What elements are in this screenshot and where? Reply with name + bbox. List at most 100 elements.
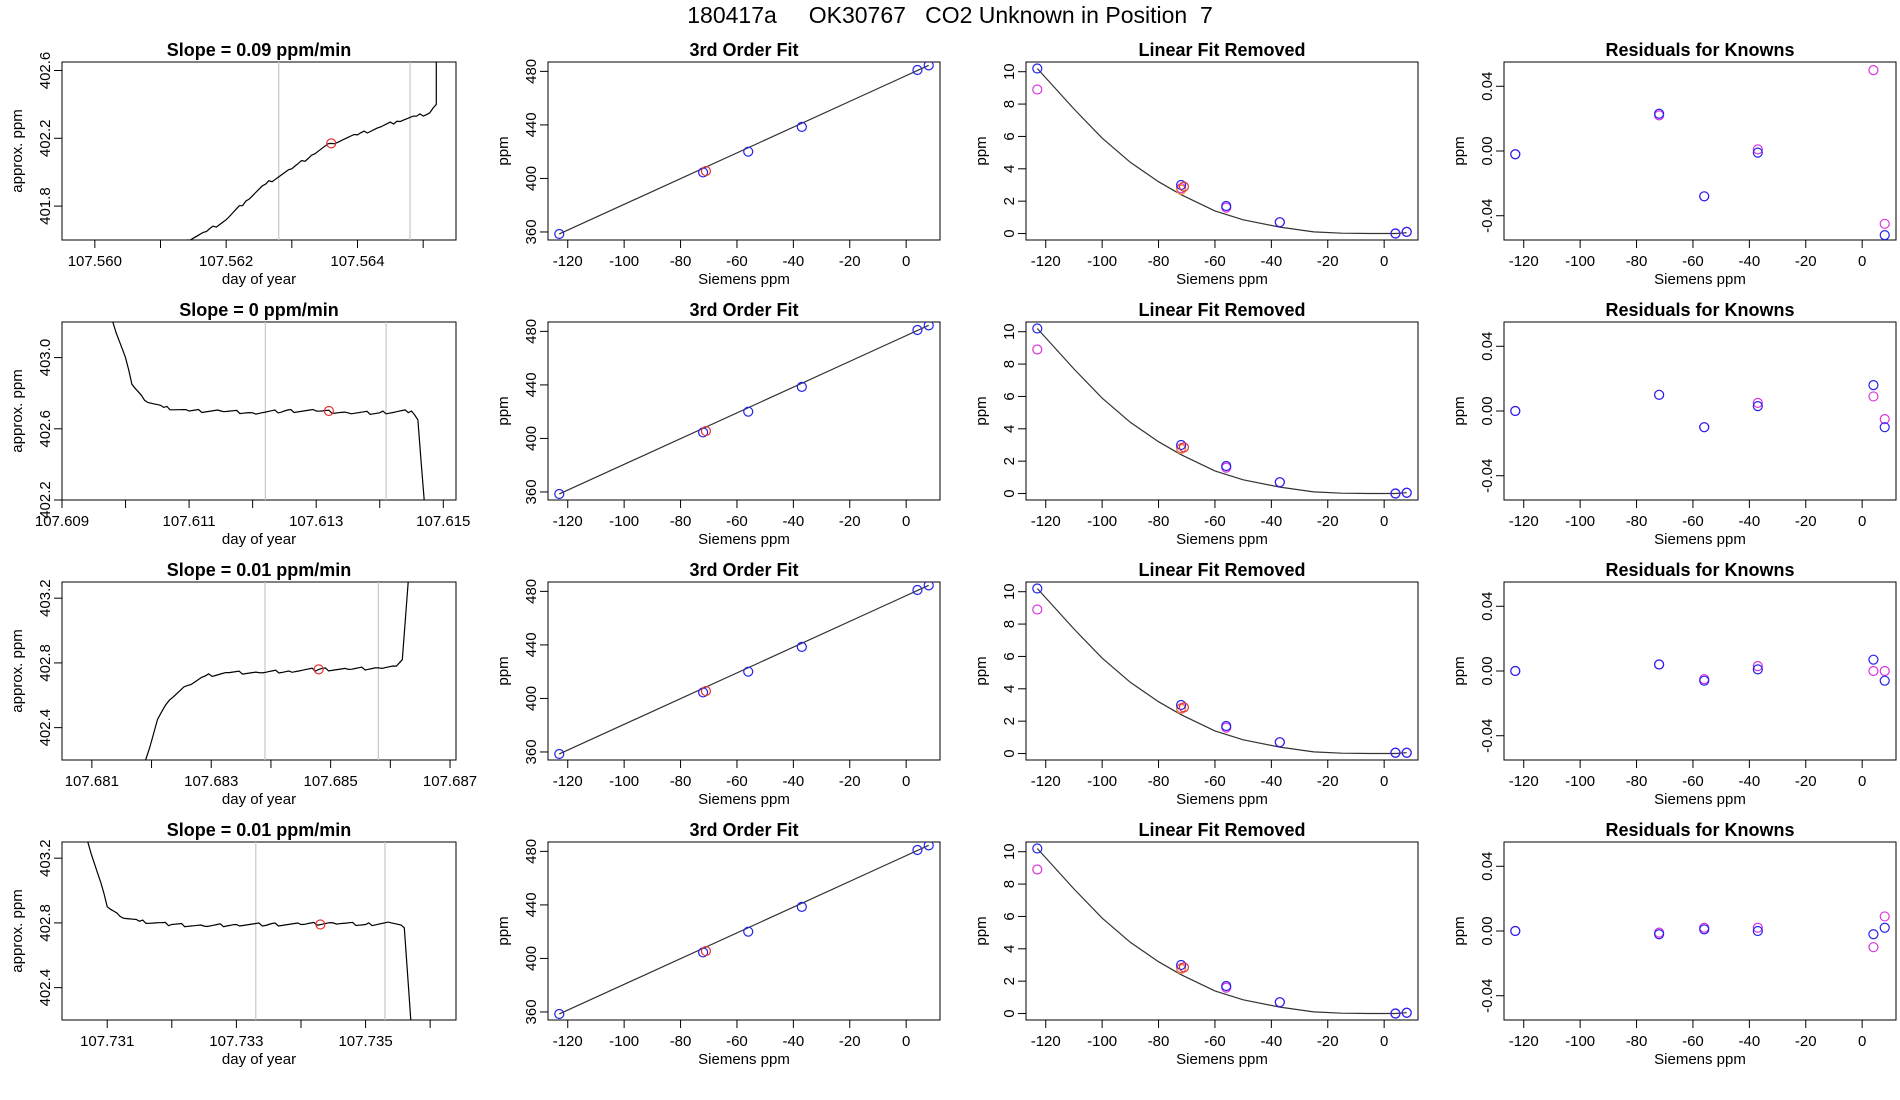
known-point (743, 666, 754, 677)
known-point (554, 1008, 565, 1020)
known-point (743, 926, 754, 937)
chart-title: 3rd Order Fit (689, 820, 798, 840)
x-axis-label: Siemens ppm (1654, 791, 1746, 808)
plot-frame (1025, 841, 1419, 1021)
chart-panel-16: Residuals for Knowns -120 -100 -80 -60 -40 -20… (1451, 820, 1897, 1068)
known-point (1401, 226, 1412, 238)
chart-title: Residuals for Knowns (1605, 820, 1794, 840)
x-tick-label: -40 (1261, 253, 1283, 270)
known-point (923, 322, 934, 331)
alt-point (1879, 413, 1890, 425)
y-tick-label: 6 (1001, 392, 1018, 400)
x-tick-label: -120 (1509, 1033, 1539, 1050)
plot-area (554, 322, 934, 500)
x-tick-label: 107.687 (423, 773, 477, 790)
known-point (1752, 147, 1763, 158)
fit-curve (1036, 328, 1407, 495)
x-tick-label: 0 (902, 253, 910, 270)
unknown-point (1178, 442, 1190, 453)
y-tick-label: 480 (523, 59, 540, 84)
known-point (1699, 675, 1710, 686)
alt-point (1032, 604, 1043, 615)
y-tick-label: 402.2 (37, 120, 54, 158)
y-tick-label: 0 (1001, 229, 1018, 237)
unknown-marker (315, 919, 326, 930)
x-axis-label: day of year (222, 791, 296, 808)
plot-area (554, 62, 934, 240)
plot-area (554, 582, 934, 760)
chart-panel-5: Slope = 0 ppm/min 107.609 107.611 107.613 10… (9, 300, 470, 548)
chart-panel-12: Residuals for Knowns -120 -100 -80 -60 -40 -20… (1451, 560, 1897, 808)
known-point (1868, 929, 1879, 940)
x-tick-label: -20 (1795, 253, 1817, 270)
chart-panel-11: Linear Fit Removed -120 -100 -80 -60 -40 -20 0 S… (973, 560, 1419, 808)
alt-point (1752, 144, 1763, 155)
y-tick-label: 10 (1001, 843, 1018, 860)
known-point (912, 64, 923, 76)
chart-panel-2: 3rd Order Fit -120 -100 -80 -60 -40 -20 0 Siemen… (495, 40, 941, 288)
chart-panel-9: Slope = 0.01 ppm/min 107.681 107.683 107.68… (9, 560, 477, 808)
y-tick-label: 440 (523, 372, 540, 397)
known-point (1510, 665, 1521, 677)
x-tick-label: -80 (1148, 513, 1170, 530)
y-tick-label: 480 (523, 839, 540, 864)
x-tick-label: 107.731 (80, 1033, 134, 1050)
chart-title: 3rd Order Fit (689, 560, 798, 580)
x-tick-label: -20 (839, 1033, 861, 1050)
y-tick-label: 0.04 (1479, 332, 1496, 361)
y-axis-label: ppm (973, 136, 990, 165)
x-tick-label: -80 (1148, 1033, 1170, 1050)
chart-panel-14: 3rd Order Fit -120 -100 -80 -60 -40 -20 0 Siemen… (495, 820, 941, 1068)
y-axis-label: ppm (973, 396, 990, 425)
x-tick-label: -80 (1148, 773, 1170, 790)
x-axis-label: Siemens ppm (1176, 791, 1268, 808)
alt-point (1752, 661, 1763, 672)
y-tick-label: 6 (1001, 912, 1018, 920)
y-axis-label: approx. ppm (9, 889, 26, 972)
plot-area (1032, 63, 1412, 239)
known-point (1390, 1008, 1401, 1019)
plot-area (1510, 64, 1890, 240)
y-tick-label: 360 (523, 479, 540, 504)
known-point (912, 844, 923, 856)
unknown-point (1178, 702, 1190, 713)
x-axis-label: Siemens ppm (1176, 1051, 1268, 1068)
y-tick-label: 2 (1001, 197, 1018, 205)
y-tick-label: 403.2 (37, 839, 54, 877)
chart-panel-6: 3rd Order Fit -120 -100 -80 -60 -40 -20 0 Siemen… (495, 300, 941, 548)
x-tick-label: -20 (839, 773, 861, 790)
x-tick-label: -40 (783, 1033, 805, 1050)
x-tick-label: -120 (1031, 513, 1061, 530)
x-tick-label: -120 (553, 513, 583, 530)
known-point (1221, 980, 1232, 992)
unknown-alt-point (1176, 443, 1187, 455)
unknown-marker (313, 664, 324, 675)
alt-point (1879, 665, 1890, 677)
y-axis-label: ppm (1451, 136, 1468, 165)
trace-line (186, 62, 437, 240)
x-tick-label: -40 (1739, 253, 1761, 270)
x-tick-label: -120 (553, 1033, 583, 1050)
x-tick-label: -80 (1626, 253, 1648, 270)
chart-title: Linear Fit Removed (1138, 40, 1305, 60)
chart-title: 3rd Order Fit (689, 300, 798, 320)
plot-frame (1503, 61, 1897, 241)
x-tick-label: -60 (1204, 1033, 1226, 1050)
y-axis-label: ppm (495, 136, 512, 165)
known-point (1401, 1007, 1412, 1018)
y-tick-label: 0.00 (1479, 916, 1496, 945)
y-tick-label: 402.8 (37, 904, 54, 942)
y-axis-label: ppm (1451, 656, 1468, 685)
y-tick-label: 480 (523, 579, 540, 604)
y-axis-label: approx. ppm (9, 629, 26, 712)
plot-area (186, 62, 437, 240)
x-axis-label: Siemens ppm (698, 531, 790, 548)
y-axis-label: ppm (973, 916, 990, 945)
alt-point (1032, 864, 1043, 875)
plot-area (1032, 323, 1412, 499)
known-point (1274, 477, 1285, 488)
x-tick-label: -80 (670, 773, 692, 790)
x-tick-label: -40 (1739, 773, 1761, 790)
plot-area (1032, 843, 1412, 1019)
chart-panel-8: Residuals for Knowns -120 -100 -80 -60 -40 -20… (1451, 300, 1897, 548)
